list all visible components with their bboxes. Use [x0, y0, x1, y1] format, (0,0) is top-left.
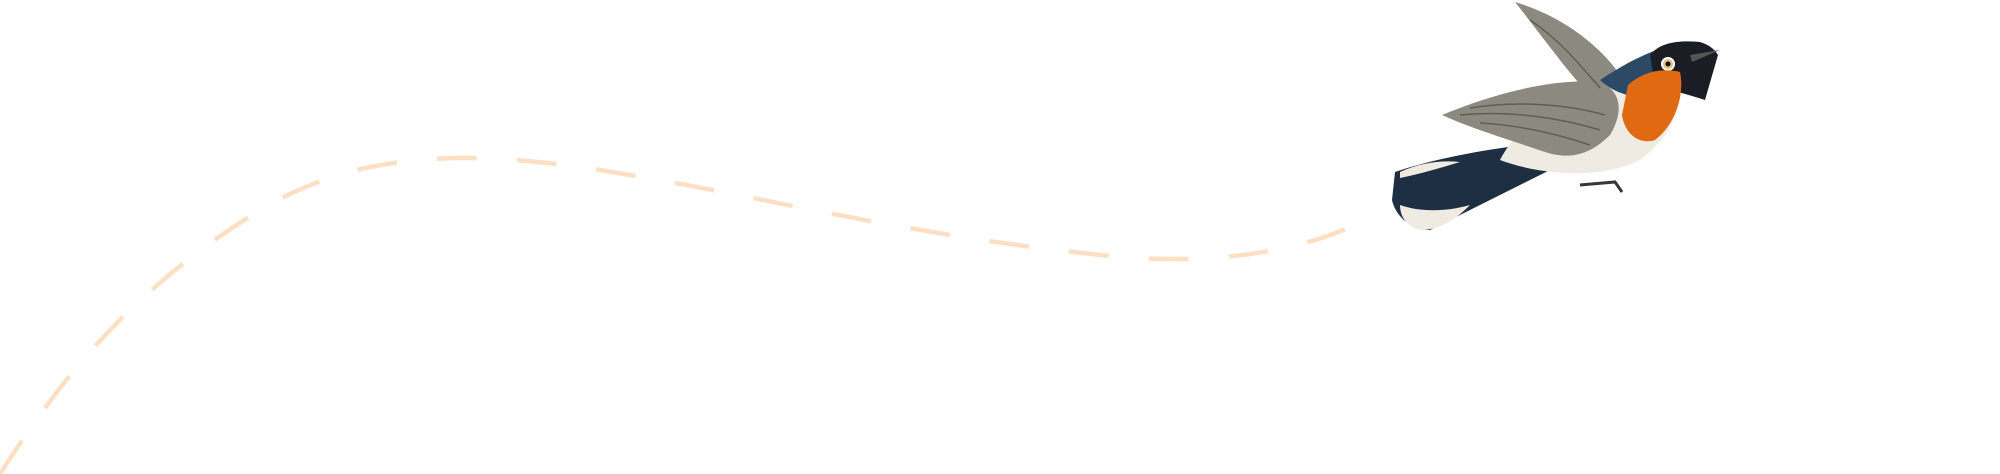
bird-icon [1392, 2, 1720, 230]
bird-throat [1622, 70, 1682, 142]
bird-pupil [1665, 61, 1671, 67]
bird-tail-tips [1400, 205, 1470, 230]
bird-beak [1690, 50, 1720, 62]
bird-upper-wing [1515, 2, 1620, 95]
bird-tail-tips-upper [1400, 161, 1460, 178]
bird-feather-lines [1459, 19, 1606, 146]
flight-path-dashed-line [0, 155, 1356, 474]
bird-legs [1579, 180, 1624, 193]
bird-front-wing [1442, 81, 1619, 156]
